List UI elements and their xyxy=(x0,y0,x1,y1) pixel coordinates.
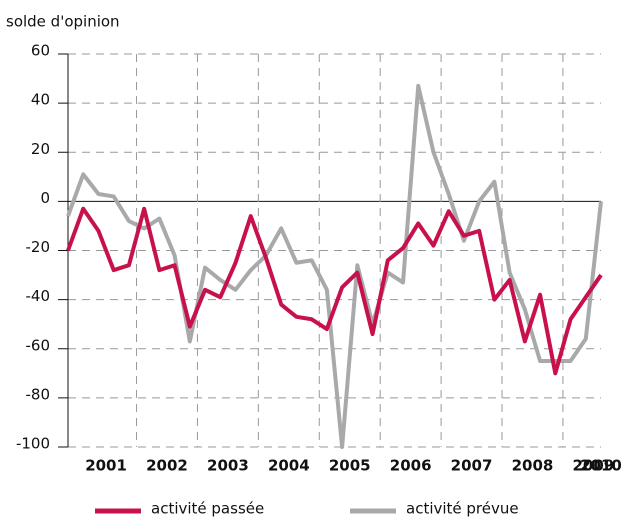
x-tick-label: 2002 xyxy=(146,457,188,475)
y-tick-label: 0 xyxy=(40,189,50,207)
x-tick-label: 2005 xyxy=(329,457,371,475)
legend-label: activité prévue xyxy=(406,500,519,518)
y-tick-label: 20 xyxy=(31,140,50,158)
x-tick-label: 2003 xyxy=(207,457,249,475)
x-tick-label: 2008 xyxy=(512,457,554,475)
y-tick-label: -20 xyxy=(26,238,51,256)
y-tick-label: 60 xyxy=(31,42,50,60)
x-tick-label: 2009 xyxy=(573,457,615,475)
series-line xyxy=(66,206,603,376)
y-tick-label: -80 xyxy=(26,385,51,403)
y-tick-label: -40 xyxy=(26,287,51,305)
x-tick-label: 2004 xyxy=(268,457,310,475)
y-axis-title: solde d'opinion xyxy=(6,13,120,31)
y-tick-label: 40 xyxy=(31,91,50,109)
x-tick-label: 2006 xyxy=(390,457,432,475)
y-tick-label: -60 xyxy=(26,336,51,354)
x-tick-label: 2007 xyxy=(451,457,493,475)
series-line xyxy=(66,83,603,449)
y-tick-label: -100 xyxy=(16,435,50,453)
legend-label: activité passée xyxy=(151,500,264,518)
x-tick-label: 2001 xyxy=(85,457,127,475)
x-tick-label: 2010 xyxy=(580,457,622,475)
